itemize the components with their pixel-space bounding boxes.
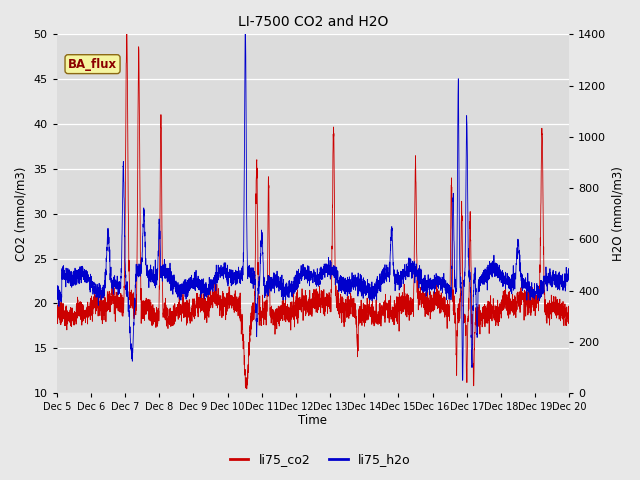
Title: LI-7500 CO2 and H2O: LI-7500 CO2 and H2O <box>238 15 388 29</box>
Y-axis label: H2O (mmol/m3): H2O (mmol/m3) <box>612 167 625 261</box>
Legend: li75_co2, li75_h2o: li75_co2, li75_h2o <box>225 448 415 471</box>
Y-axis label: CO2 (mmol/m3): CO2 (mmol/m3) <box>15 167 28 261</box>
X-axis label: Time: Time <box>298 414 328 427</box>
Text: BA_flux: BA_flux <box>68 58 117 71</box>
